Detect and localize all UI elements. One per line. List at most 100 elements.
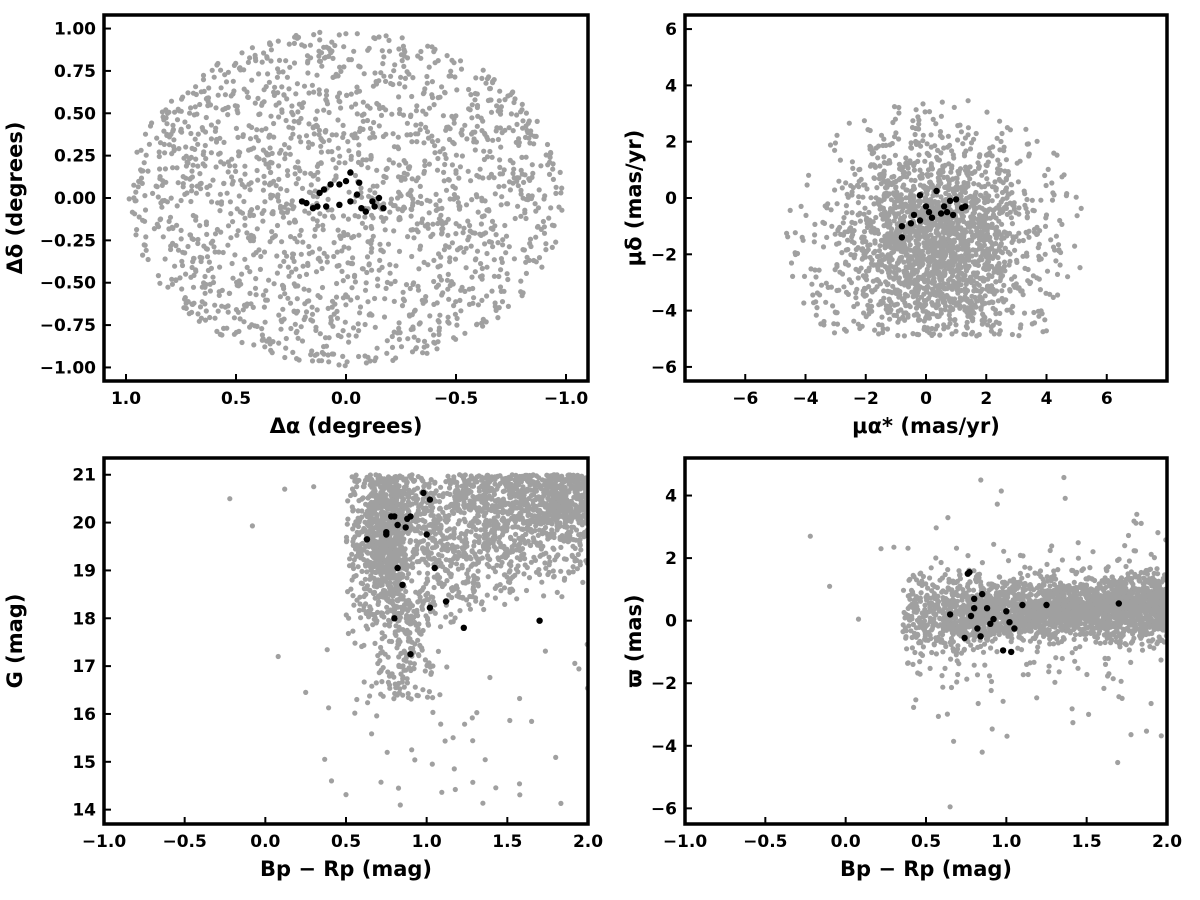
field-point [360, 118, 366, 124]
field-point [1007, 287, 1013, 293]
field-point [284, 74, 290, 80]
field-point [236, 149, 242, 155]
field-point [949, 165, 955, 171]
field-point [478, 261, 484, 267]
field-point [326, 359, 332, 365]
field-point [429, 44, 435, 50]
field-point [963, 240, 969, 246]
field-point [173, 277, 179, 283]
field-point [850, 165, 856, 171]
field-point [389, 333, 395, 340]
field-point [976, 163, 982, 169]
x-tick-label: 4 [1041, 389, 1053, 409]
field-point [425, 135, 432, 141]
field-point [860, 291, 866, 298]
field-point [443, 220, 449, 226]
field-point [429, 138, 435, 145]
field-point [374, 167, 380, 173]
field-point [195, 240, 201, 247]
field-point [553, 190, 559, 196]
field-point [433, 207, 439, 213]
field-point [252, 285, 259, 291]
field-point [514, 555, 520, 561]
field-point [297, 273, 303, 279]
field-point [451, 116, 457, 122]
field-point [291, 118, 297, 124]
field-point [435, 138, 441, 144]
field-point [396, 81, 402, 87]
field-point [549, 527, 555, 533]
field-point [414, 692, 420, 698]
field-point [242, 222, 248, 228]
y-tick-label: 0.75 [54, 62, 96, 82]
field-point [869, 227, 875, 233]
field-point [522, 210, 528, 216]
field-point [336, 98, 342, 104]
field-point [953, 255, 960, 262]
field-point [388, 196, 394, 202]
field-point [920, 261, 926, 267]
x-tick-label: −0.5 [434, 389, 478, 409]
field-point [905, 284, 912, 290]
field-point [953, 328, 959, 334]
field-point [1038, 256, 1044, 262]
field-point [307, 42, 313, 48]
field-point [166, 142, 172, 148]
field-point [872, 238, 878, 244]
field-point [861, 285, 868, 291]
field-point [365, 165, 371, 171]
field-point [426, 64, 432, 70]
field-point [1003, 157, 1010, 163]
field-point [872, 327, 878, 333]
field-point [234, 232, 240, 238]
field-point [363, 280, 369, 286]
field-point [440, 146, 446, 152]
field-point [505, 93, 511, 99]
field-point [979, 172, 985, 178]
field-point [514, 121, 520, 127]
field-point [529, 162, 535, 168]
field-point [200, 151, 206, 158]
field-point [291, 308, 297, 315]
field-point [896, 267, 902, 273]
field-point [202, 142, 208, 149]
field-point [315, 176, 321, 182]
field-point [979, 224, 985, 230]
field-point [133, 232, 139, 238]
field-point [1030, 273, 1036, 279]
field-point [292, 34, 298, 40]
field-point [475, 209, 481, 215]
member-point [316, 189, 323, 197]
field-point [920, 132, 926, 138]
field-point [853, 290, 859, 296]
members-series [298, 169, 387, 215]
field-point [870, 219, 876, 225]
field-point [322, 335, 329, 341]
field-point [241, 319, 247, 325]
field-point [133, 189, 139, 195]
field-point [450, 735, 456, 741]
field-point [395, 785, 402, 791]
field-point [328, 314, 334, 320]
field-point [485, 574, 491, 580]
field-point [926, 315, 933, 321]
field-point [214, 328, 220, 334]
field-point [881, 295, 887, 301]
field-point [979, 232, 985, 238]
field-point [290, 131, 296, 137]
field-point [132, 198, 138, 204]
field-point [298, 251, 304, 257]
field-point [182, 250, 188, 256]
field-point [533, 133, 539, 139]
field-point [455, 521, 461, 527]
field-point [834, 310, 840, 316]
field-point [204, 184, 210, 190]
field-point [436, 328, 442, 334]
field-point [368, 223, 374, 230]
field-point [286, 145, 292, 151]
field-point [212, 315, 218, 321]
field-point [492, 300, 498, 306]
field-point [198, 315, 204, 321]
field-point [519, 154, 525, 160]
